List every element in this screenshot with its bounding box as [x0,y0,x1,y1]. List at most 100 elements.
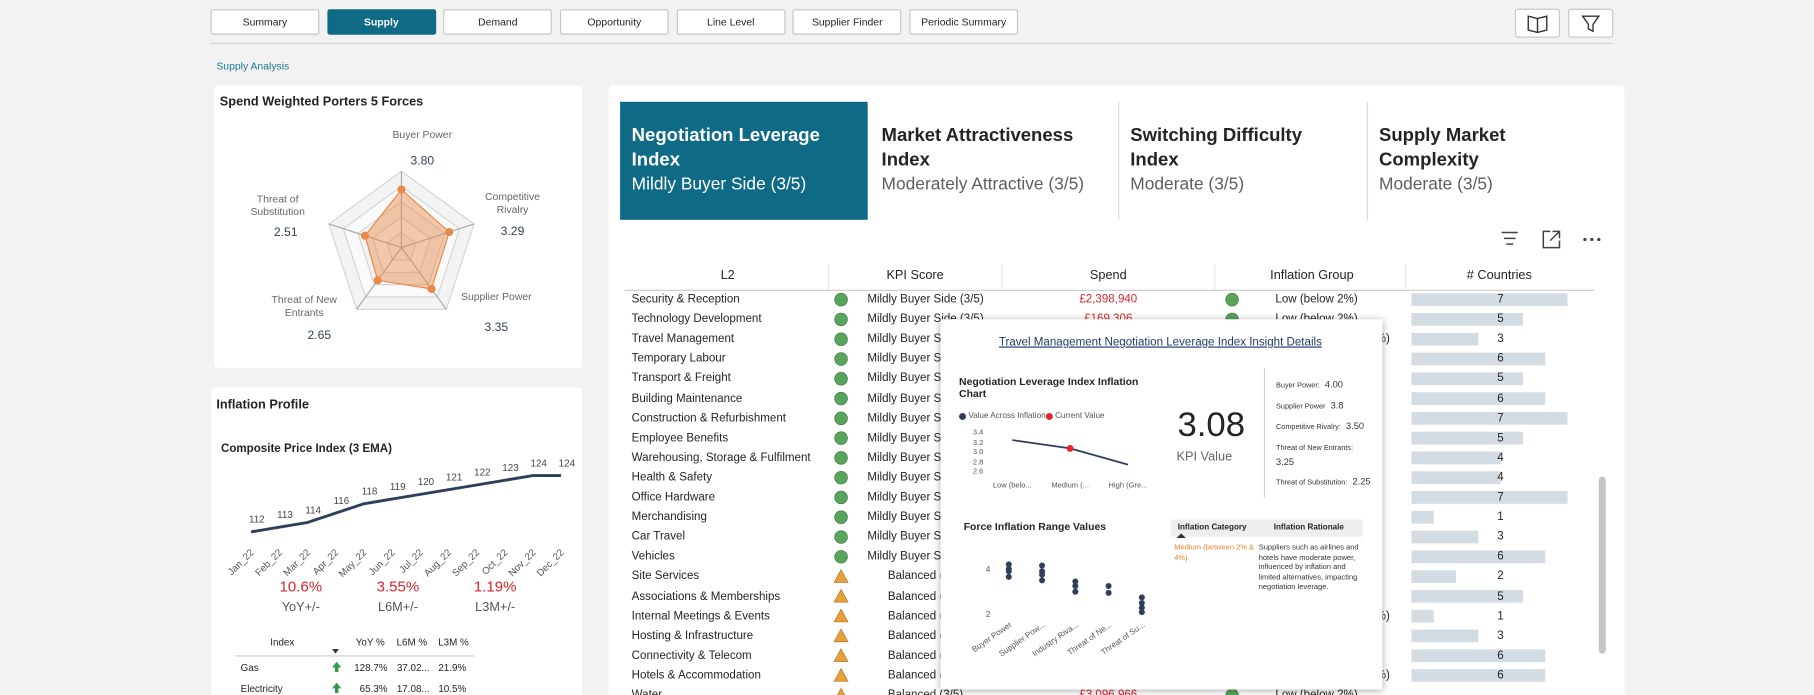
kpi-icon [834,470,848,485]
y-tick-label: 2 [985,611,991,620]
column-header: L2 [720,268,735,283]
countries-bar [1411,471,1501,485]
kpi-icon [833,667,849,682]
range-point [1072,578,1079,585]
radar-value: 3.29 [500,224,525,239]
countries-bar [1411,451,1501,465]
column-header: # Countries [1466,268,1532,283]
l2-cell: Car Travel [631,530,686,544]
l2-cell: Building Maintenance [631,392,743,405]
l2-cell: Office Hardware [631,491,716,504]
countries-cell: 3 [1497,332,1504,346]
x-tick-label: Jan_22 [226,547,257,578]
filter-button[interactable] [1568,8,1614,38]
l2-cell: Associations & Memberships [631,590,781,603]
nav-tab[interactable]: Line Level [676,9,786,35]
tooltip-title[interactable]: Travel Management Negotiation Leverage I… [998,336,1322,349]
countries-bar [1411,550,1546,564]
data-label: 123 [502,463,519,474]
x-tick-label: Sep_22 [450,547,482,579]
table-cell: Suppliers such as airlines and hotels ha… [1258,543,1359,592]
range-point [1039,571,1046,578]
l2-cell: Transport & Freight [631,372,731,386]
countries-bar [1411,411,1568,425]
inflation-line [1012,439,1129,466]
countries-bar [1411,629,1479,643]
table-header: Inflation Rationale [1273,523,1344,532]
countries-cell: 6 [1497,649,1504,663]
more-options-dot [1583,237,1587,242]
countries-bar [1411,609,1434,623]
kpi-tile[interactable]: Market Attractiveness Index Moderately At… [870,102,1118,220]
kpi-score-cell: Balanced (3/5) [888,689,963,695]
kpi-icon [834,490,848,505]
nav-tab[interactable]: Summary [210,9,320,35]
x-tick-label: Aug_22 [422,547,454,579]
countries-cell: 6 [1497,669,1504,682]
countries-bar [1411,491,1568,504]
table-cell: 37.02... [396,661,430,674]
chart-title: Force Inflation Range Values [963,520,1107,533]
range-point [1005,568,1012,575]
y-tick-label: 4 [985,566,991,575]
kpi-tile[interactable]: Switching Difficulty Index Moderate (3/5) [1119,102,1367,220]
sort-arrow [1176,533,1186,538]
nav-tab[interactable]: Supplier Finder [792,9,902,35]
kpi-tile-title: Switching Difficulty Index [1130,126,1303,171]
countries-bar [1411,431,1523,445]
breadcrumb[interactable]: Supply Analysis [216,60,290,72]
force-label: Supplier Power [1276,402,1326,411]
legend-label: Current Value [1055,412,1105,421]
nav-tab[interactable]: Opportunity [559,9,669,35]
more-options-dot [1597,237,1601,242]
countries-bar [1411,649,1546,663]
kpi-icon [834,510,848,524]
data-label: 114 [305,505,321,516]
nav-tab[interactable]: Periodic Summary [909,9,1019,35]
radar-label: Supplier Power [461,290,532,303]
kpi-icon [834,352,848,366]
kpi-icon [834,451,848,465]
kpi-score-cell: Mildly Buyer Side (3/5) [867,293,984,306]
kpi-icon [833,648,849,662]
kpi-icon [833,568,849,583]
countries-cell: 1 [1497,510,1504,524]
x-tick-label: Feb_22 [253,547,284,578]
countries-cell: 5 [1497,590,1504,603]
l2-cell: Hotels & Accommodation [631,669,761,682]
kpi-tile-subtitle: Moderate (3/5) [1379,174,1493,195]
data-label: 122 [474,468,490,479]
countries-cell: 6 [1497,352,1504,366]
force-list: Buyer Power: 4.00 Supplier Power 3.8 Compe… [1276,377,1375,495]
radar-value: 2.51 [273,225,298,240]
kpi-tile[interactable]: Negotiation Leverage Index Mildly Buyer S… [620,101,868,220]
table-cell: 21.9% [438,661,467,674]
stat-value: 3.55% [376,577,420,596]
nav-tab[interactable]: Supply [327,9,436,35]
force-label: Threat of Substitution: [1276,478,1348,488]
kpi-icon [833,608,849,623]
legend-marker [959,413,967,420]
kpi-icon [834,530,848,544]
l2-cell: Hosting & Infrastructure [631,629,754,643]
kpi-value-label: KPI Value [1176,450,1233,464]
range-point [1138,594,1145,601]
countries-cell: 5 [1497,372,1504,386]
chart-title: Negotiation Leverage Index Inflation Cha… [959,375,1139,400]
force-value: 4.00 [1324,379,1343,390]
y-tick-label: 2.8 [972,458,984,467]
countries-bar [1411,372,1523,386]
countries-bar [1411,392,1546,405]
kpi-tile[interactable]: Supply Market Complexity Moderate (3/5) [1367,102,1615,220]
kpi-icon [834,372,848,386]
l2-cell: Internal Meetings & Events [631,609,770,623]
nav-tab[interactable]: Demand [443,9,553,35]
force-entry: Supplier Power 3.8 [1276,398,1375,413]
force-entry: Threat of New Entrants: 3.25 [1276,440,1375,469]
countries-cell: 3 [1497,530,1504,544]
force-value: 3.50 [1345,421,1365,432]
countries-cell: 3 [1497,629,1504,643]
card-title: Inflation Profile [216,397,309,412]
trend-arrow [332,661,342,673]
